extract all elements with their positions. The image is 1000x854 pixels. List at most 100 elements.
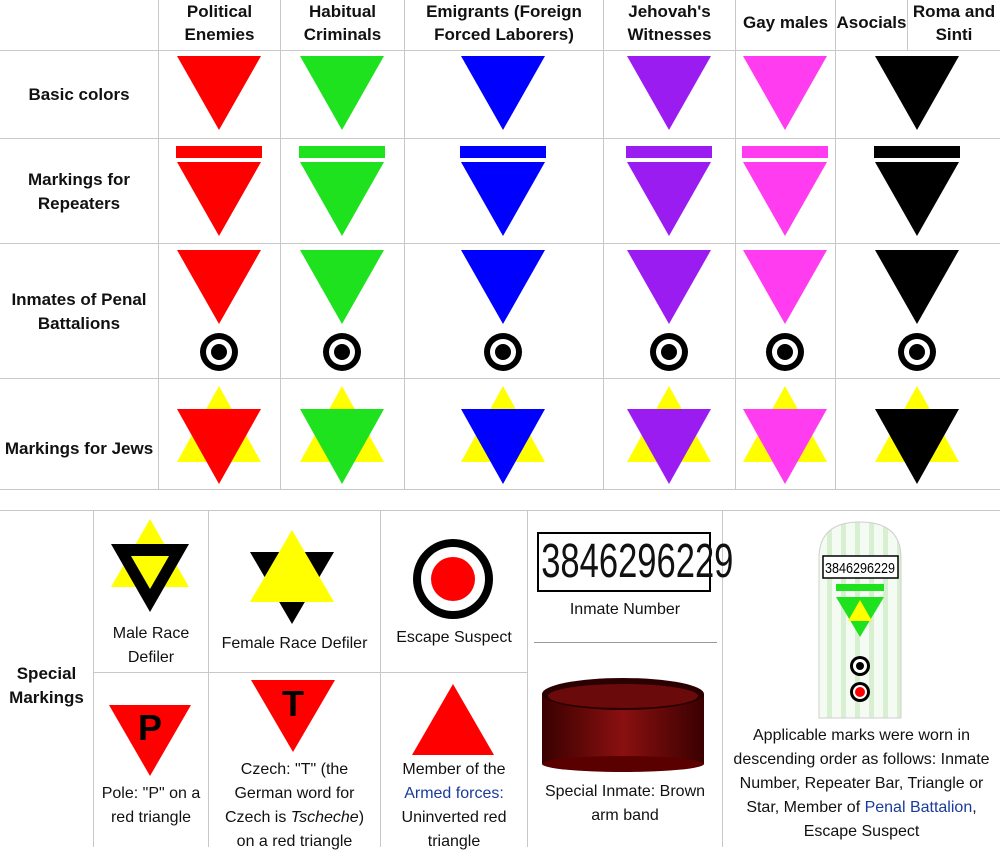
basic-triangle (300, 56, 384, 130)
column-header-line: Emigrants (Foreign (426, 2, 582, 21)
penal-battalion-circle (661, 344, 677, 360)
grid-line (93, 672, 527, 673)
jewish-star-triangle (300, 409, 384, 484)
jewish-star-triangle (627, 409, 711, 484)
penal-battalion-circle (495, 344, 511, 360)
penal-triangle (461, 250, 545, 324)
column-header-line: Sinti (935, 25, 973, 44)
repeater-bar (176, 146, 262, 158)
penal-battalion-circle (909, 344, 925, 360)
grid-line (0, 378, 1000, 379)
row-header-line: Markings for Jews (4, 439, 154, 458)
inmate-number-box: 3846296229 (537, 532, 734, 592)
row-header-line: Basic colors (28, 85, 130, 104)
armed-forces-link[interactable]: Armed forces: (404, 785, 504, 802)
special-label: Markings (9, 688, 84, 707)
caption-line: Male Race (112, 625, 190, 642)
caption-line: red triangle (110, 809, 192, 826)
czech-badge: T (251, 680, 335, 752)
grid-line (0, 50, 1000, 51)
repeater-triangle (743, 162, 827, 236)
grid-line (603, 0, 604, 490)
grid-line (0, 510, 1000, 511)
escape-suspect-badge (413, 539, 493, 619)
caption-line: Escape Suspect (803, 823, 920, 840)
penal-triangle (177, 250, 261, 324)
male-race-defiler-badge (111, 519, 189, 612)
caption-line: Czech: "T" (the (240, 761, 349, 778)
penal-triangle (743, 250, 827, 324)
caption-line: Female Race Defiler (221, 635, 368, 652)
grid-line (208, 510, 209, 847)
caption-part: Czech is (224, 809, 291, 826)
row-header-line: Inmates of Penal (11, 290, 147, 309)
caption-line: triangle (427, 833, 481, 850)
row-header-line: Battalions (37, 314, 121, 333)
basic-triangle (743, 56, 827, 130)
pole-badge: P (109, 705, 191, 776)
grid-line (380, 510, 381, 847)
brown-arm-band (542, 678, 704, 772)
column-header-line: Witnesses (627, 25, 712, 44)
basic-triangle (627, 56, 711, 130)
uniform-number: 3846296229 (825, 560, 895, 577)
armed-forces-badge (412, 684, 494, 755)
caption-line: Star, Member of Penal Battalion, (723, 796, 1000, 820)
caption-line: Uninverted red (401, 809, 507, 826)
penal-triangle (300, 250, 384, 324)
penal-triangle (875, 250, 959, 324)
uniform-illustration: 3846296229 (818, 521, 902, 719)
repeater-triangle (875, 162, 959, 236)
grid-line (280, 0, 281, 490)
column-header-line: Roma and (912, 2, 996, 21)
caption-line: arm band (591, 807, 659, 824)
column-header-line: Political (186, 2, 253, 21)
penal-triangle (627, 250, 711, 324)
caption-part: Tscheche (290, 809, 359, 826)
caption-line: German word for (234, 785, 355, 802)
repeater-bar (874, 146, 960, 158)
grid-line (735, 0, 736, 490)
repeater-triangle (627, 162, 711, 236)
inmate-number: 3846296229 (541, 535, 734, 588)
jewish-star-triangle (461, 409, 545, 484)
grid-line (722, 510, 723, 847)
basic-triangle (461, 56, 545, 130)
caption-part: Star, Member of (746, 799, 865, 816)
grid-line (907, 0, 908, 50)
jewish-star-triangle (875, 409, 959, 484)
column-header-line: Criminals (303, 25, 382, 44)
column-header-line: Jehovah's (628, 2, 711, 21)
repeater-bar (460, 146, 546, 158)
column-header-line: Gay males (742, 13, 829, 32)
caption-part: ) (358, 809, 365, 826)
caption-line: Number, Repeater Bar, Triangle or (739, 775, 984, 792)
jewish-star-triangle (177, 409, 261, 484)
caption-line: Inmate Number (569, 601, 681, 618)
grid-line (534, 642, 717, 643)
penal-battalion-link[interactable]: Penal Battalion (864, 799, 973, 816)
grid-line (93, 510, 94, 847)
repeater-triangle (461, 162, 545, 236)
caption-line: Special Inmate: Brown (544, 783, 706, 800)
czech-letter: T (282, 683, 304, 724)
basic-triangle (875, 56, 959, 130)
grid-line (158, 0, 159, 490)
row-header-line: Repeaters (37, 194, 121, 213)
special-label: Special (16, 664, 77, 683)
penal-battalion-circle (334, 344, 350, 360)
grid-line (404, 0, 405, 490)
caption-line: Escape Suspect (396, 629, 512, 646)
caption-line: descending order as follows: Inmate (733, 751, 990, 768)
penal-battalion-circle (777, 344, 793, 360)
grid-line (835, 0, 836, 490)
jewish-star-triangle (743, 409, 827, 484)
grid-line (0, 489, 1000, 490)
column-header-line: Enemies (184, 25, 255, 44)
repeater-bar (742, 146, 828, 158)
caption-line: Applicable marks were worn in (753, 727, 970, 744)
caption-line: Czech is Tscheche) (209, 806, 380, 830)
pole-letter: P (138, 707, 162, 748)
repeater-bar (299, 146, 385, 158)
grid-line (0, 243, 1000, 244)
